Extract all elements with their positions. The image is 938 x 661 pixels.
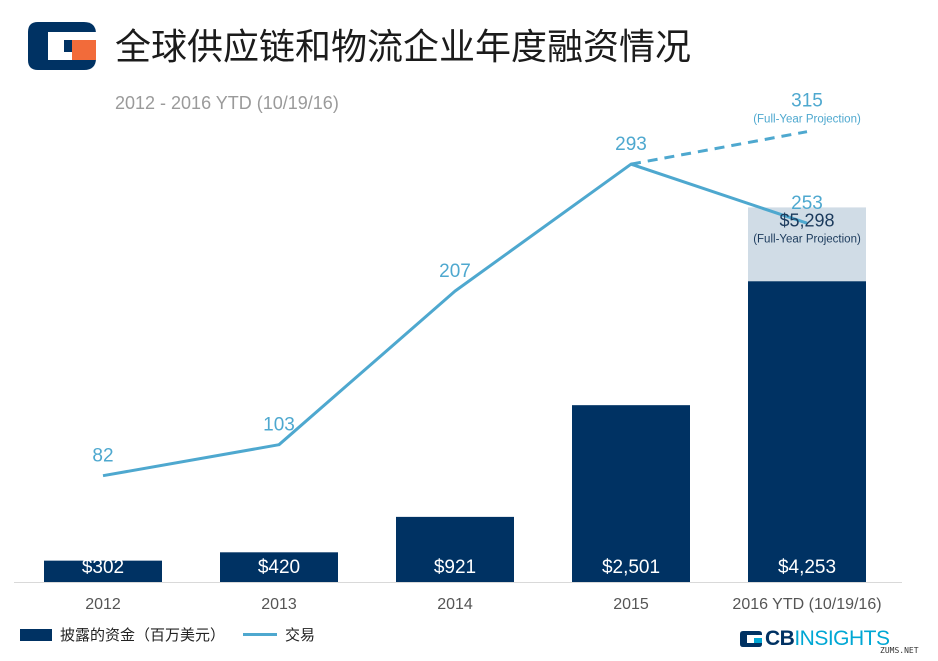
x-tick-label-1: 2013: [261, 596, 297, 613]
bar-4: [748, 281, 866, 582]
cbinsights-mark-icon: [740, 631, 762, 647]
x-tick-label-4: 2016 YTD (10/19/16): [732, 596, 881, 613]
legend-funding-label: 披露的资金（百万美元）: [60, 627, 226, 644]
legend-deals-label: 交易: [285, 627, 316, 644]
deals-value-label-3: 293: [615, 134, 647, 155]
cbinsights-brand: CB INSIGHTS: [740, 627, 890, 651]
bar-value-label-0: $302: [82, 557, 124, 578]
bar-value-label-1: $420: [258, 557, 300, 578]
bar-2: [396, 516, 514, 582]
bar-3: [572, 405, 690, 582]
deals-value-label-4: 253: [791, 193, 823, 214]
page-title: 全球供应链和物流企业年度融资情况: [115, 27, 692, 68]
bar-value-label-3: $2,501: [602, 557, 660, 578]
brand-name: INSIGHTS: [794, 627, 890, 650]
projection-funding-note: (Full-Year Projection): [753, 233, 861, 245]
chart-legend: 披露的资金（百万美元） 交易: [20, 624, 315, 645]
projection-funding-label: $5,298: [779, 210, 834, 230]
page-subtitle: 2012 - 2016 YTD (10/19/16): [115, 93, 339, 113]
deals-projection-line: [630, 130, 808, 166]
x-tick-label-3: 2015: [613, 596, 649, 613]
bar-value-label-4: $4,253: [778, 557, 836, 578]
brand-prefix: CB: [765, 627, 795, 650]
watermark: ZUMS.NET: [880, 646, 919, 655]
legend-deals-swatch: [243, 633, 278, 636]
deals-value-label-0: 82: [92, 446, 113, 467]
legend-funding-swatch: [20, 628, 52, 641]
projection-deals-note: (Full-Year Projection): [753, 114, 861, 126]
bar-1: [220, 552, 338, 582]
deals-value-label-2: 207: [439, 261, 471, 282]
deals-line: [102, 162, 808, 478]
bar-0: [44, 560, 162, 582]
bar-value-label-2: $921: [434, 557, 476, 578]
deals-value-label-1: 103: [263, 415, 295, 436]
x-tick-label-2: 2014: [437, 596, 473, 613]
x-tick-label-0: 2012: [85, 596, 121, 613]
projection-deals-label: 315: [791, 91, 823, 112]
cb-logo-icon: [28, 22, 96, 70]
